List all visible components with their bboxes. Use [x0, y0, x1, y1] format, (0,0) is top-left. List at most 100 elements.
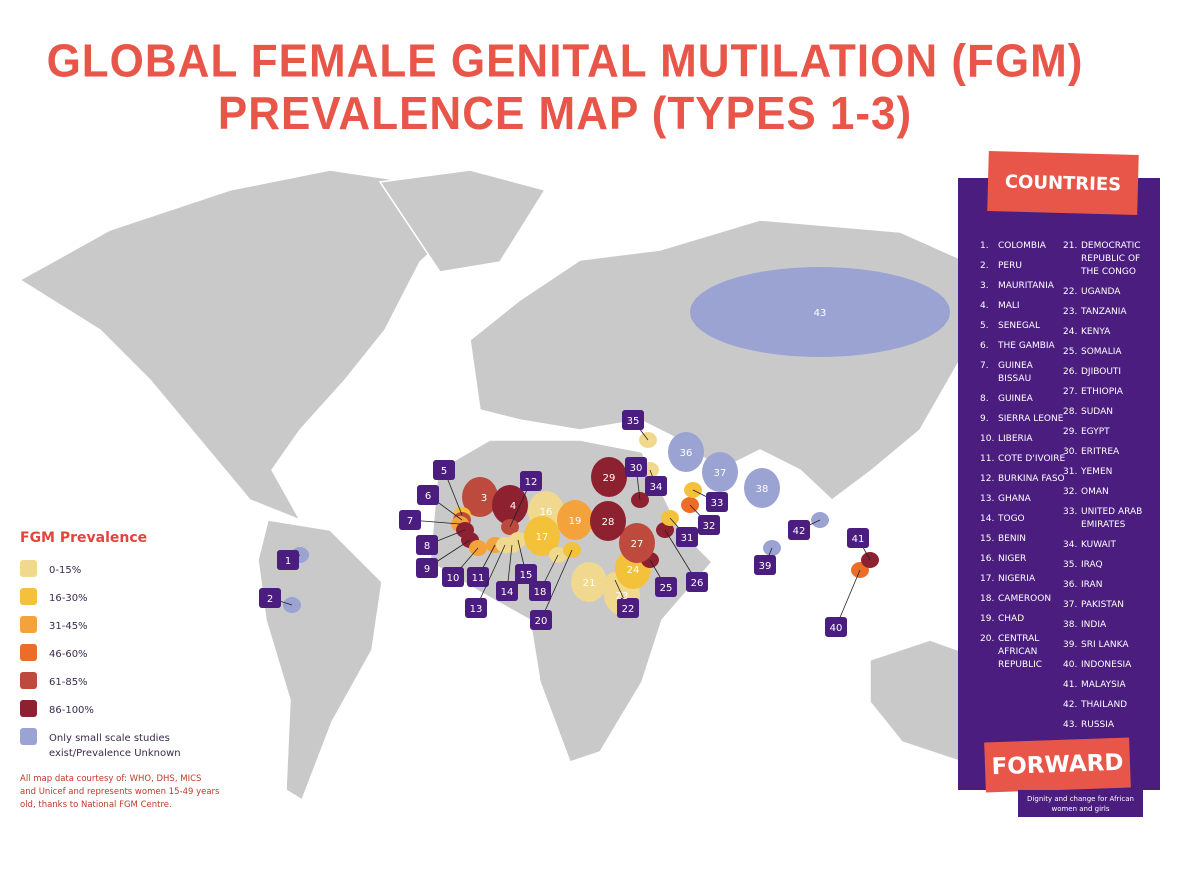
- country-list-item: 28. SUDAN: [1063, 402, 1151, 422]
- country-label: 6: [425, 491, 431, 502]
- country-badge: [676, 527, 698, 547]
- country-number: 16.: [980, 554, 995, 564]
- country-number: 20.: [980, 634, 995, 644]
- country-name: DEMOCRATIC REPUBLIC OF THE CONGO: [1081, 240, 1141, 277]
- country-name: SOMALIA: [1081, 346, 1122, 357]
- country-list-item: 12. BURKINA FASO: [980, 469, 1068, 489]
- legend-label: 61-85%: [49, 677, 88, 688]
- country-number: 35.: [1063, 560, 1078, 570]
- country-list-item: 22. UGANDA: [1063, 282, 1151, 302]
- country-name: THAILAND: [1081, 699, 1128, 710]
- country-number: 38.: [1063, 620, 1078, 630]
- country-number: 1.: [980, 241, 989, 251]
- country-badge: [655, 577, 677, 597]
- country-shape: [492, 485, 528, 525]
- country-list-item: 24. KENYA: [1063, 322, 1151, 342]
- country-badge: [515, 564, 537, 584]
- country-list-item: 34. KUWAIT: [1063, 535, 1151, 555]
- logo-tagline: Dignity and change for African women and…: [1018, 790, 1143, 817]
- country-label: 11: [472, 573, 485, 584]
- country-list-item: 39. SRI LANKA: [1063, 635, 1151, 655]
- country-badge: [625, 457, 647, 477]
- country-label: 16: [540, 507, 553, 518]
- country-label: 9: [424, 564, 430, 575]
- country-name: OMAN: [1081, 486, 1109, 497]
- countries-title: COUNTRIES: [987, 151, 1139, 215]
- legend-title: FGM Prevalence: [20, 530, 148, 546]
- country-badge: [530, 610, 552, 630]
- country-shape: [571, 562, 607, 602]
- country-list-item: 42. THAILAND: [1063, 695, 1151, 715]
- country-list-item: 5. SENEGAL: [980, 316, 1068, 336]
- legend-item: Only small scale studies exist/Prevalenc…: [20, 728, 240, 761]
- legend-item: 46-60%: [20, 644, 240, 662]
- country-badge: [788, 520, 810, 540]
- country-list-item: 41. MALAYSIA: [1063, 675, 1151, 695]
- country-list-item: 36. IRAN: [1063, 575, 1151, 595]
- country-list-item: 32. OMAN: [1063, 482, 1151, 502]
- country-label: 17: [536, 532, 549, 543]
- country-name: KENYA: [1081, 326, 1111, 337]
- country-name: BENIN: [998, 533, 1026, 544]
- country-number: 2.: [980, 261, 989, 271]
- country-list-item: 15. BENIN: [980, 529, 1068, 549]
- country-number: 27.: [1063, 387, 1078, 397]
- country-number: 4.: [980, 301, 989, 311]
- country-name: EGYPT: [1081, 426, 1110, 437]
- country-list-item: 17. NIGERIA: [980, 569, 1068, 589]
- australia: [869, 639, 960, 763]
- legend-swatch: [20, 672, 37, 689]
- country-badge: [825, 617, 847, 637]
- country-label: 26: [691, 578, 704, 589]
- country-number: 14.: [980, 514, 995, 524]
- country-number: 6.: [980, 341, 989, 351]
- legend-label: 16-30%: [49, 593, 88, 604]
- country-number: 21.: [1063, 241, 1078, 251]
- country-label: 20: [535, 616, 548, 627]
- country-number: 28.: [1063, 407, 1078, 417]
- country-list-item: 27. ETHIOPIA: [1063, 382, 1151, 402]
- country-list-item: 14. TOGO: [980, 509, 1068, 529]
- country-list-item: 38. INDIA: [1063, 615, 1151, 635]
- country-number: 42.: [1063, 700, 1078, 710]
- country-name: DJIBOUTI: [1081, 366, 1122, 377]
- country-number: 19.: [980, 614, 995, 624]
- greenland: [378, 169, 547, 273]
- country-name: KUWAIT: [1081, 539, 1116, 550]
- country-label: 34: [650, 482, 663, 493]
- country-label: 4: [510, 501, 516, 512]
- country-badge: [416, 535, 438, 555]
- country-name: COLOMBIA: [998, 240, 1046, 251]
- country-label: 42: [793, 526, 806, 537]
- country-list-item: 6. THE GAMBIA: [980, 336, 1068, 356]
- country-name: IRAN: [1081, 579, 1103, 590]
- country-label: 19: [569, 516, 582, 527]
- country-name: TOGO: [998, 513, 1025, 524]
- country-list-item: 18. CAMEROON: [980, 589, 1068, 609]
- legend-swatch: [20, 700, 37, 717]
- country-name: MALAYSIA: [1081, 679, 1126, 690]
- country-badge: [465, 598, 487, 618]
- country-number: 31.: [1063, 467, 1078, 477]
- country-number: 40.: [1063, 660, 1078, 670]
- country-number: 23.: [1063, 307, 1078, 317]
- country-shape: [744, 468, 780, 508]
- country-number: 18.: [980, 594, 995, 604]
- country-name: PAKISTAN: [1081, 599, 1124, 610]
- country-name: GHANA: [998, 493, 1031, 504]
- country-list-item: 29. EGYPT: [1063, 422, 1151, 442]
- country-number: 33.: [1063, 507, 1078, 517]
- country-shape: [462, 477, 498, 517]
- country-number: 30.: [1063, 447, 1078, 457]
- country-badge: [847, 528, 869, 548]
- country-list-item: 13. GHANA: [980, 489, 1068, 509]
- country-list-item: 2. PERU: [980, 256, 1068, 276]
- country-label: 22: [622, 604, 635, 615]
- country-shape: [619, 523, 655, 563]
- country-list-item: 33. UNITED ARAB EMIRATES: [1063, 502, 1151, 535]
- country-name: CHAD: [998, 613, 1025, 624]
- country-name: MAURITANIA: [998, 280, 1054, 291]
- country-name: SENEGAL: [998, 320, 1040, 331]
- country-number: 43.: [1063, 720, 1078, 730]
